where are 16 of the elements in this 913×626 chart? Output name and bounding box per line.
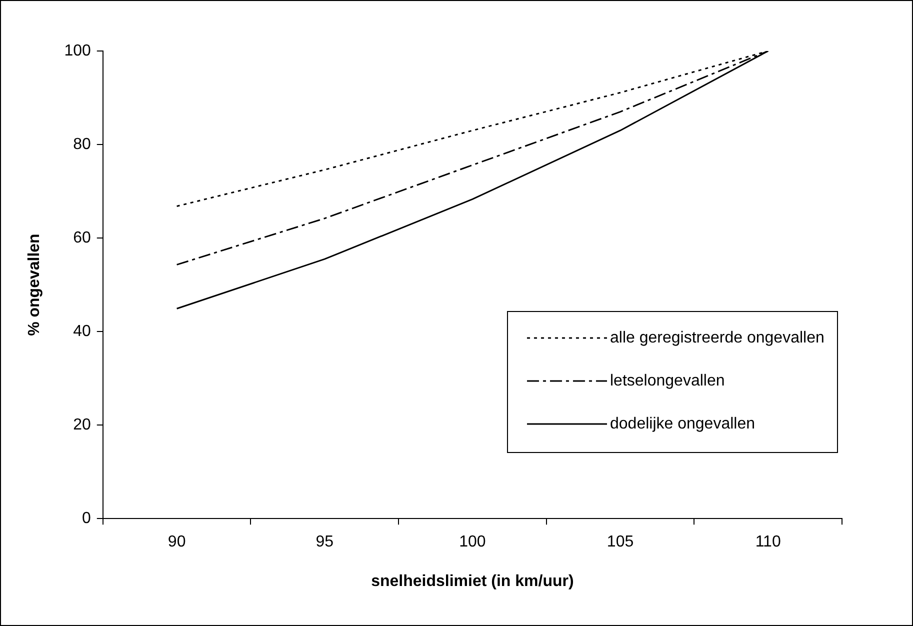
y-tick-label: 80 [73, 136, 91, 153]
y-axis-title: % ongevallen [26, 234, 44, 336]
y-tick-label: 0 [82, 510, 91, 528]
y-tick-label: 40 [73, 322, 91, 340]
x-tick-label: 100 [459, 534, 486, 551]
legend-label: letselongevallen [610, 372, 725, 390]
y-tick-label: 100 [64, 42, 91, 60]
y-tick-label: 20 [73, 416, 91, 434]
x-tick-label: 90 [168, 534, 186, 551]
y-tick-label: 60 [73, 229, 91, 246]
x-tick-label: 105 [606, 534, 634, 551]
legend-label: dodelijke ongevallen [610, 415, 755, 432]
x-tick-label: 110 [755, 534, 781, 551]
x-axis-title: snelheidslimiet (in km/uur) [371, 572, 574, 590]
x-tick-label: 95 [316, 534, 334, 551]
legend-label: alle geregistreerde ongevallen [610, 329, 824, 346]
